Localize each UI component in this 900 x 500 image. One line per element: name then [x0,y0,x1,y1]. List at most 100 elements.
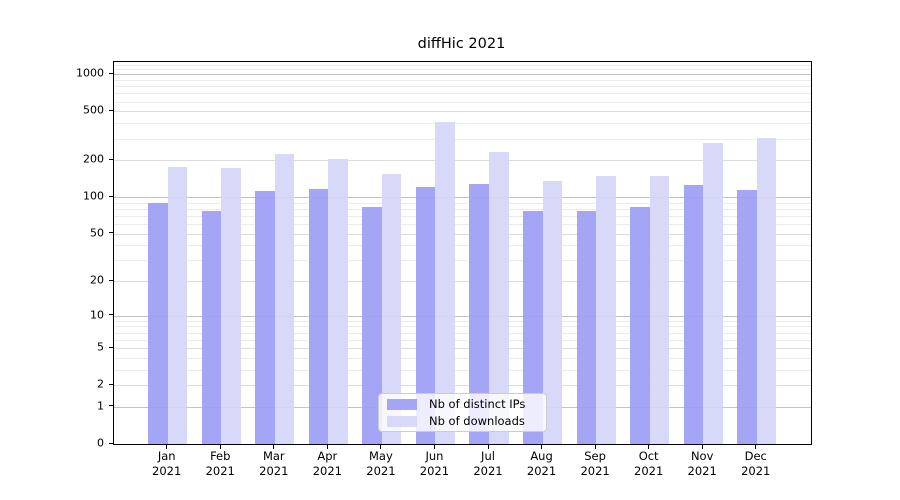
x-tick-mark [326,444,328,449]
gridline [114,281,811,283]
y-tick-label: 50 [90,226,104,240]
x-tick-mark [219,444,221,449]
bar-distinct-ips [522,210,543,444]
minor-gridline [114,326,811,328]
x-tick-mark [273,444,275,449]
minor-gridline [114,260,811,262]
bar-downloads [221,167,241,444]
bar-downloads [328,159,348,444]
x-tick-label: Jun 2021 [419,449,450,478]
x-tick-label: May 2021 [366,449,396,478]
y-tick-label: 100 [83,189,104,203]
legend: Nb of distinct IPs Nb of downloads [378,393,547,432]
x-tick-mark [487,444,489,449]
y-tick-label: 0 [97,436,104,450]
y-tick-mark [108,346,113,348]
minor-gridline [114,93,811,95]
bar-distinct-ips [308,188,329,444]
bar-distinct-ips [737,189,757,444]
y-tick-mark [108,232,113,234]
y-tick-mark [108,442,113,444]
y-tick-mark [108,109,113,111]
bar-downloads [167,167,188,444]
bar-distinct-ips [469,183,489,444]
minor-gridline [114,369,811,371]
gridline [114,160,811,162]
minor-gridline [114,339,811,341]
bar-downloads [435,121,456,444]
minor-gridline [114,202,811,204]
y-tick-label: 5 [97,340,104,354]
x-tick-label: Dec 2021 [741,449,771,478]
bar-distinct-ips [148,202,168,444]
plot-area [113,61,812,445]
x-tick-label: Mar 2021 [259,449,289,478]
x-tick-label: Apr 2021 [312,449,342,478]
bar-distinct-ips [630,206,650,444]
y-tick-label: 200 [83,152,104,166]
bar-downloads [489,152,509,444]
legend-item-ips: Nb of distinct IPs [387,397,546,411]
bar-downloads [274,153,295,444]
minor-gridline [114,215,811,217]
y-tick-mark [108,314,113,316]
bar-downloads [381,173,402,444]
bar-distinct-ips [415,187,436,444]
y-tick-label: 10 [90,308,104,322]
y-tick-mark [108,158,113,160]
x-tick-mark [755,444,757,449]
gridline [114,385,811,387]
minor-gridline [114,64,811,66]
bar-downloads [703,142,723,444]
minor-gridline [114,224,811,226]
x-tick-label: Aug 2021 [526,449,557,478]
gridline [114,233,811,235]
x-tick-mark [433,444,435,449]
minor-gridline [114,69,811,71]
major-gridline [114,74,811,76]
gridline [114,111,811,113]
minor-gridline [114,138,811,140]
legend-item-downloads: Nb of downloads [387,414,546,428]
major-gridline [114,315,811,317]
y-tick-label: 1 [97,399,104,413]
major-gridline [114,197,811,199]
x-tick-label: Jan 2021 [152,449,182,478]
y-tick-mark [108,405,113,407]
bar-distinct-ips [362,206,382,444]
legend-label-distinct-ips: Nb of distinct IPs [429,397,526,411]
minor-gridline [114,79,811,81]
y-tick-mark [108,195,113,197]
y-tick-mark [108,72,113,74]
minor-gridline [114,101,811,103]
bar-distinct-ips [683,184,704,444]
x-tick-label: Sep 2021 [580,449,610,478]
x-tick-mark [648,444,650,449]
minor-gridline [114,86,811,88]
minor-gridline [114,320,811,322]
plot-inner [114,62,811,444]
bar-distinct-ips [201,210,222,444]
x-tick-mark [701,444,703,449]
minor-gridline [114,357,811,359]
y-tick-label: 500 [83,103,104,117]
minor-gridline [114,123,811,125]
minor-gridline [114,208,811,210]
bar-downloads [649,176,670,444]
gridline [114,348,811,350]
x-tick-mark [380,444,382,449]
x-tick-mark [541,444,543,449]
legend-swatch-distinct-ips [387,398,417,410]
bar-downloads [756,138,777,444]
y-tick-label: 2 [97,377,104,391]
x-tick-label: Oct 2021 [634,449,664,478]
minor-gridline [114,332,811,334]
x-tick-mark [594,444,596,449]
bar-distinct-ips [255,190,275,444]
minor-gridline [114,245,811,247]
x-tick-label: Jul 2021 [473,449,503,478]
bar-distinct-ips [576,210,597,444]
bar-downloads [542,181,563,444]
x-tick-mark [166,444,168,449]
